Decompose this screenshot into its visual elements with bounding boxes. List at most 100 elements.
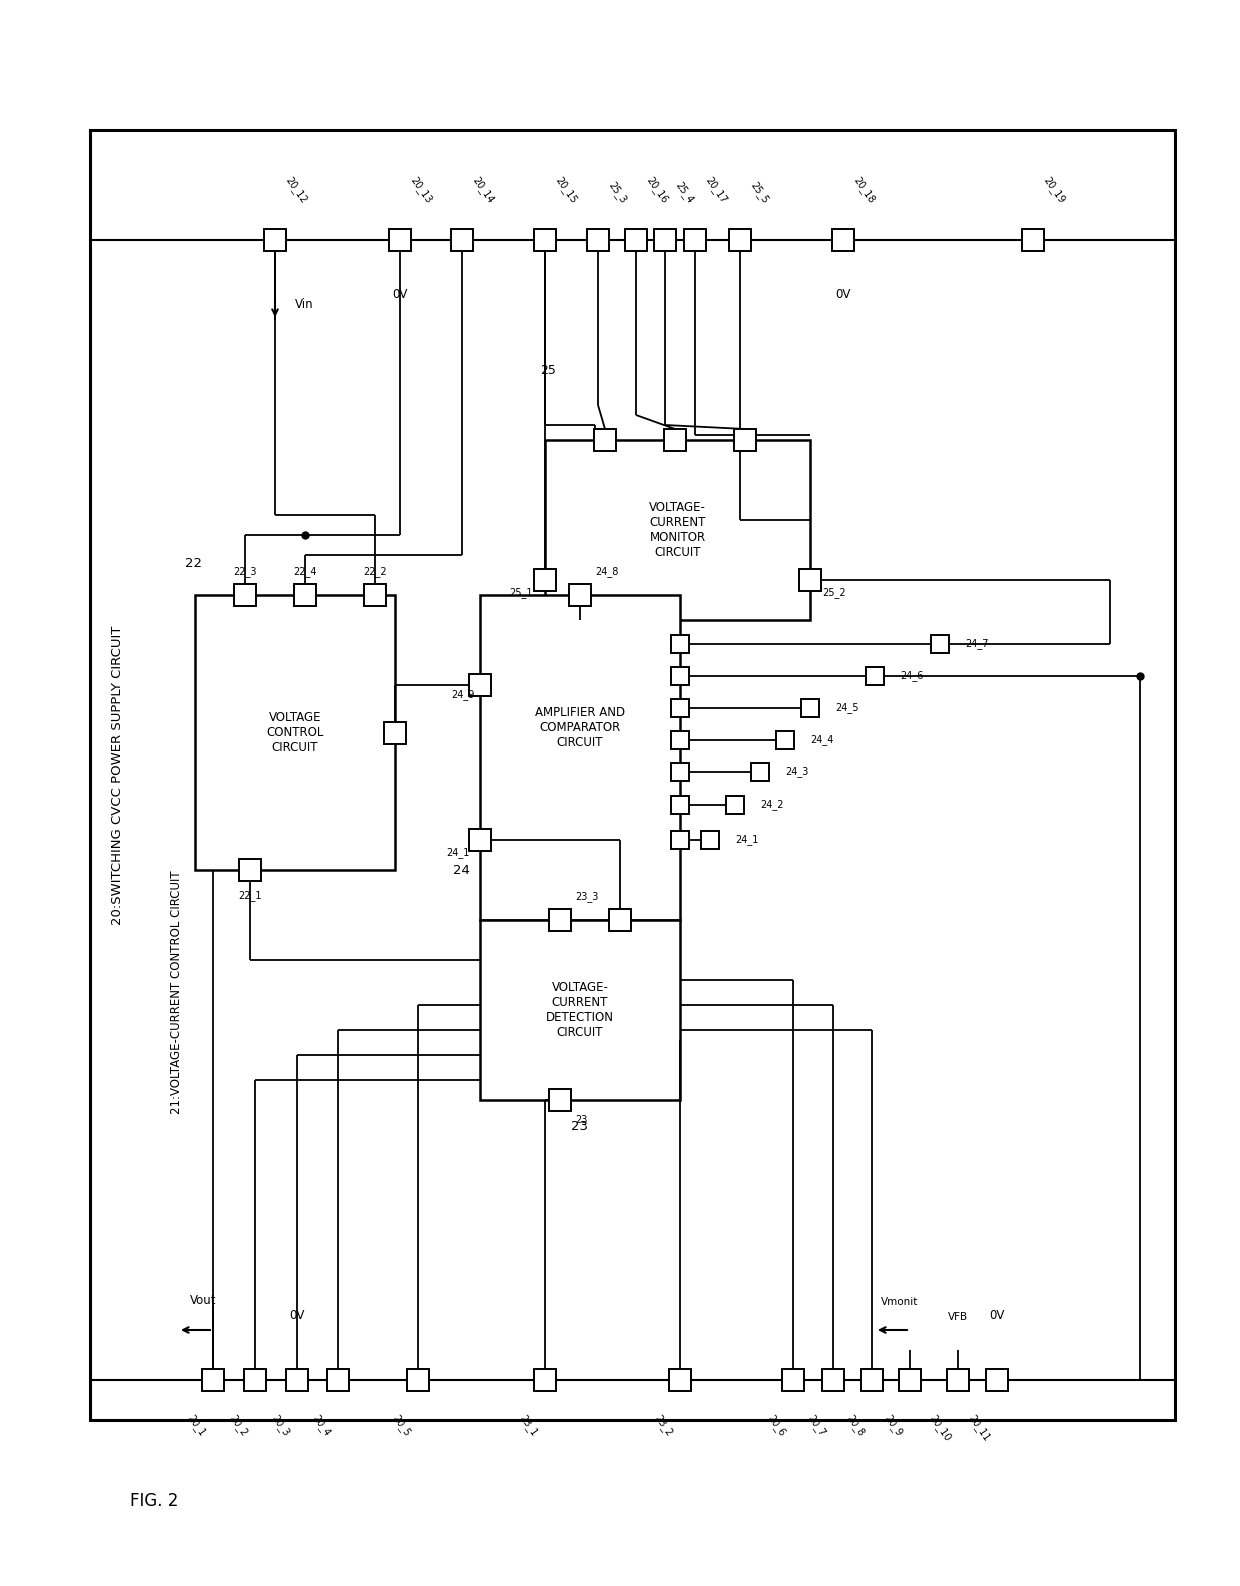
Bar [264,228,286,251]
Bar [671,699,689,717]
Bar [534,228,556,251]
Text: 22_2: 22_2 [363,566,387,577]
Bar [365,584,386,606]
Text: 24_1: 24_1 [446,847,470,858]
Bar [202,1369,224,1391]
Text: 22_4: 22_4 [293,566,316,577]
Text: AMPLIFIER AND
COMPARATOR
CIRCUIT: AMPLIFIER AND COMPARATOR CIRCUIT [534,706,625,749]
Text: 25_3: 25_3 [606,179,629,205]
Text: 25_1: 25_1 [510,587,533,598]
Bar [671,763,689,780]
Text: 24_9: 24_9 [451,690,475,701]
Text: VOLTAGE-
CURRENT
MONITOR
CIRCUIT: VOLTAGE- CURRENT MONITOR CIRCUIT [649,501,706,558]
Text: 20_6: 20_6 [765,1413,787,1439]
Bar [587,228,609,251]
Bar [671,668,689,685]
Bar [239,860,260,880]
Text: 24_6: 24_6 [900,671,924,682]
Bar [725,796,744,814]
Bar [327,1369,348,1391]
Bar [866,668,884,685]
Text: 21:VOLTAGE-CURRENT CONTROL CIRCUIT: 21:VOLTAGE-CURRENT CONTROL CIRCUIT [171,871,184,1115]
Bar [899,1369,921,1391]
Text: 20_12: 20_12 [283,174,309,205]
Text: 20_5: 20_5 [391,1413,413,1439]
Text: 24_5: 24_5 [835,703,858,714]
Text: 24_3: 24_3 [785,766,808,777]
Text: 20_10: 20_10 [928,1413,954,1443]
Text: 23: 23 [572,1120,589,1132]
Bar [776,731,794,749]
Text: 24_1: 24_1 [735,834,759,845]
Bar [782,1369,804,1391]
Text: 20_2: 20_2 [228,1413,250,1439]
Text: 22: 22 [185,557,202,569]
Bar [729,228,751,251]
Text: 0V: 0V [836,289,851,301]
Text: VOLTAGE-
CURRENT
DETECTION
CIRCUIT: VOLTAGE- CURRENT DETECTION CIRCUIT [546,982,614,1039]
Text: 23_3: 23_3 [575,891,599,902]
Text: 25_5: 25_5 [748,179,770,205]
Text: 20_17: 20_17 [703,174,729,205]
Text: 20_18: 20_18 [851,174,877,205]
Text: 20_7: 20_7 [806,1413,828,1439]
Text: 22_3: 22_3 [233,566,257,577]
Bar [701,831,719,849]
Bar [407,1369,429,1391]
Bar [931,634,949,653]
Text: 20:SWITCHING CVCC POWER SUPPLY CIRCUIT: 20:SWITCHING CVCC POWER SUPPLY CIRCUIT [112,625,124,925]
Bar [286,1369,308,1391]
Bar [801,699,818,717]
Bar [832,228,854,251]
Text: 25_2: 25_2 [822,587,846,598]
Text: Vin: Vin [295,298,314,311]
Bar [294,584,316,606]
Text: 25: 25 [539,363,556,376]
Text: VOLTAGE
CONTROL
CIRCUIT: VOLTAGE CONTROL CIRCUIT [267,711,324,753]
Text: 20_4: 20_4 [311,1413,334,1439]
Text: FIG. 2: FIG. 2 [130,1492,179,1510]
Text: VFB: VFB [947,1312,968,1323]
Bar [670,1369,691,1391]
Text: 20_14: 20_14 [470,174,496,205]
Bar [91,130,1176,1419]
Text: 20_8: 20_8 [844,1413,867,1439]
Bar [663,428,686,450]
Bar [986,1369,1008,1391]
Text: 20_15: 20_15 [553,174,579,205]
Bar [609,909,631,931]
Bar [549,1090,570,1112]
Bar [244,1369,267,1391]
Bar [751,763,769,780]
Bar [534,1369,556,1391]
Bar [195,595,396,871]
Text: 24_8: 24_8 [595,566,619,577]
Text: 20_19: 20_19 [1042,174,1066,205]
Bar [947,1369,968,1391]
Text: 20_3: 20_3 [269,1413,291,1439]
Text: 20_13: 20_13 [408,174,434,205]
Text: 25_4: 25_4 [673,179,696,205]
Text: 23: 23 [575,1115,588,1124]
Text: 20_11: 20_11 [966,1413,992,1443]
Text: 23_2: 23_2 [652,1413,675,1439]
Bar [861,1369,883,1391]
Bar [671,831,689,849]
Text: 0V: 0V [289,1308,305,1323]
Bar [549,909,570,931]
Bar [534,569,556,592]
Bar [480,920,680,1101]
Bar [469,674,491,696]
Text: 24_4: 24_4 [810,734,833,745]
Text: 23_1: 23_1 [517,1413,539,1439]
Bar [451,228,472,251]
Text: 24_2: 24_2 [760,799,784,810]
Bar [671,634,689,653]
Text: Vmonit: Vmonit [882,1297,919,1307]
Text: 20_1: 20_1 [186,1413,208,1439]
Text: 0V: 0V [990,1308,1004,1323]
Text: Vout: Vout [190,1294,216,1307]
Bar [671,731,689,749]
Bar [384,722,405,744]
Bar [799,569,821,592]
